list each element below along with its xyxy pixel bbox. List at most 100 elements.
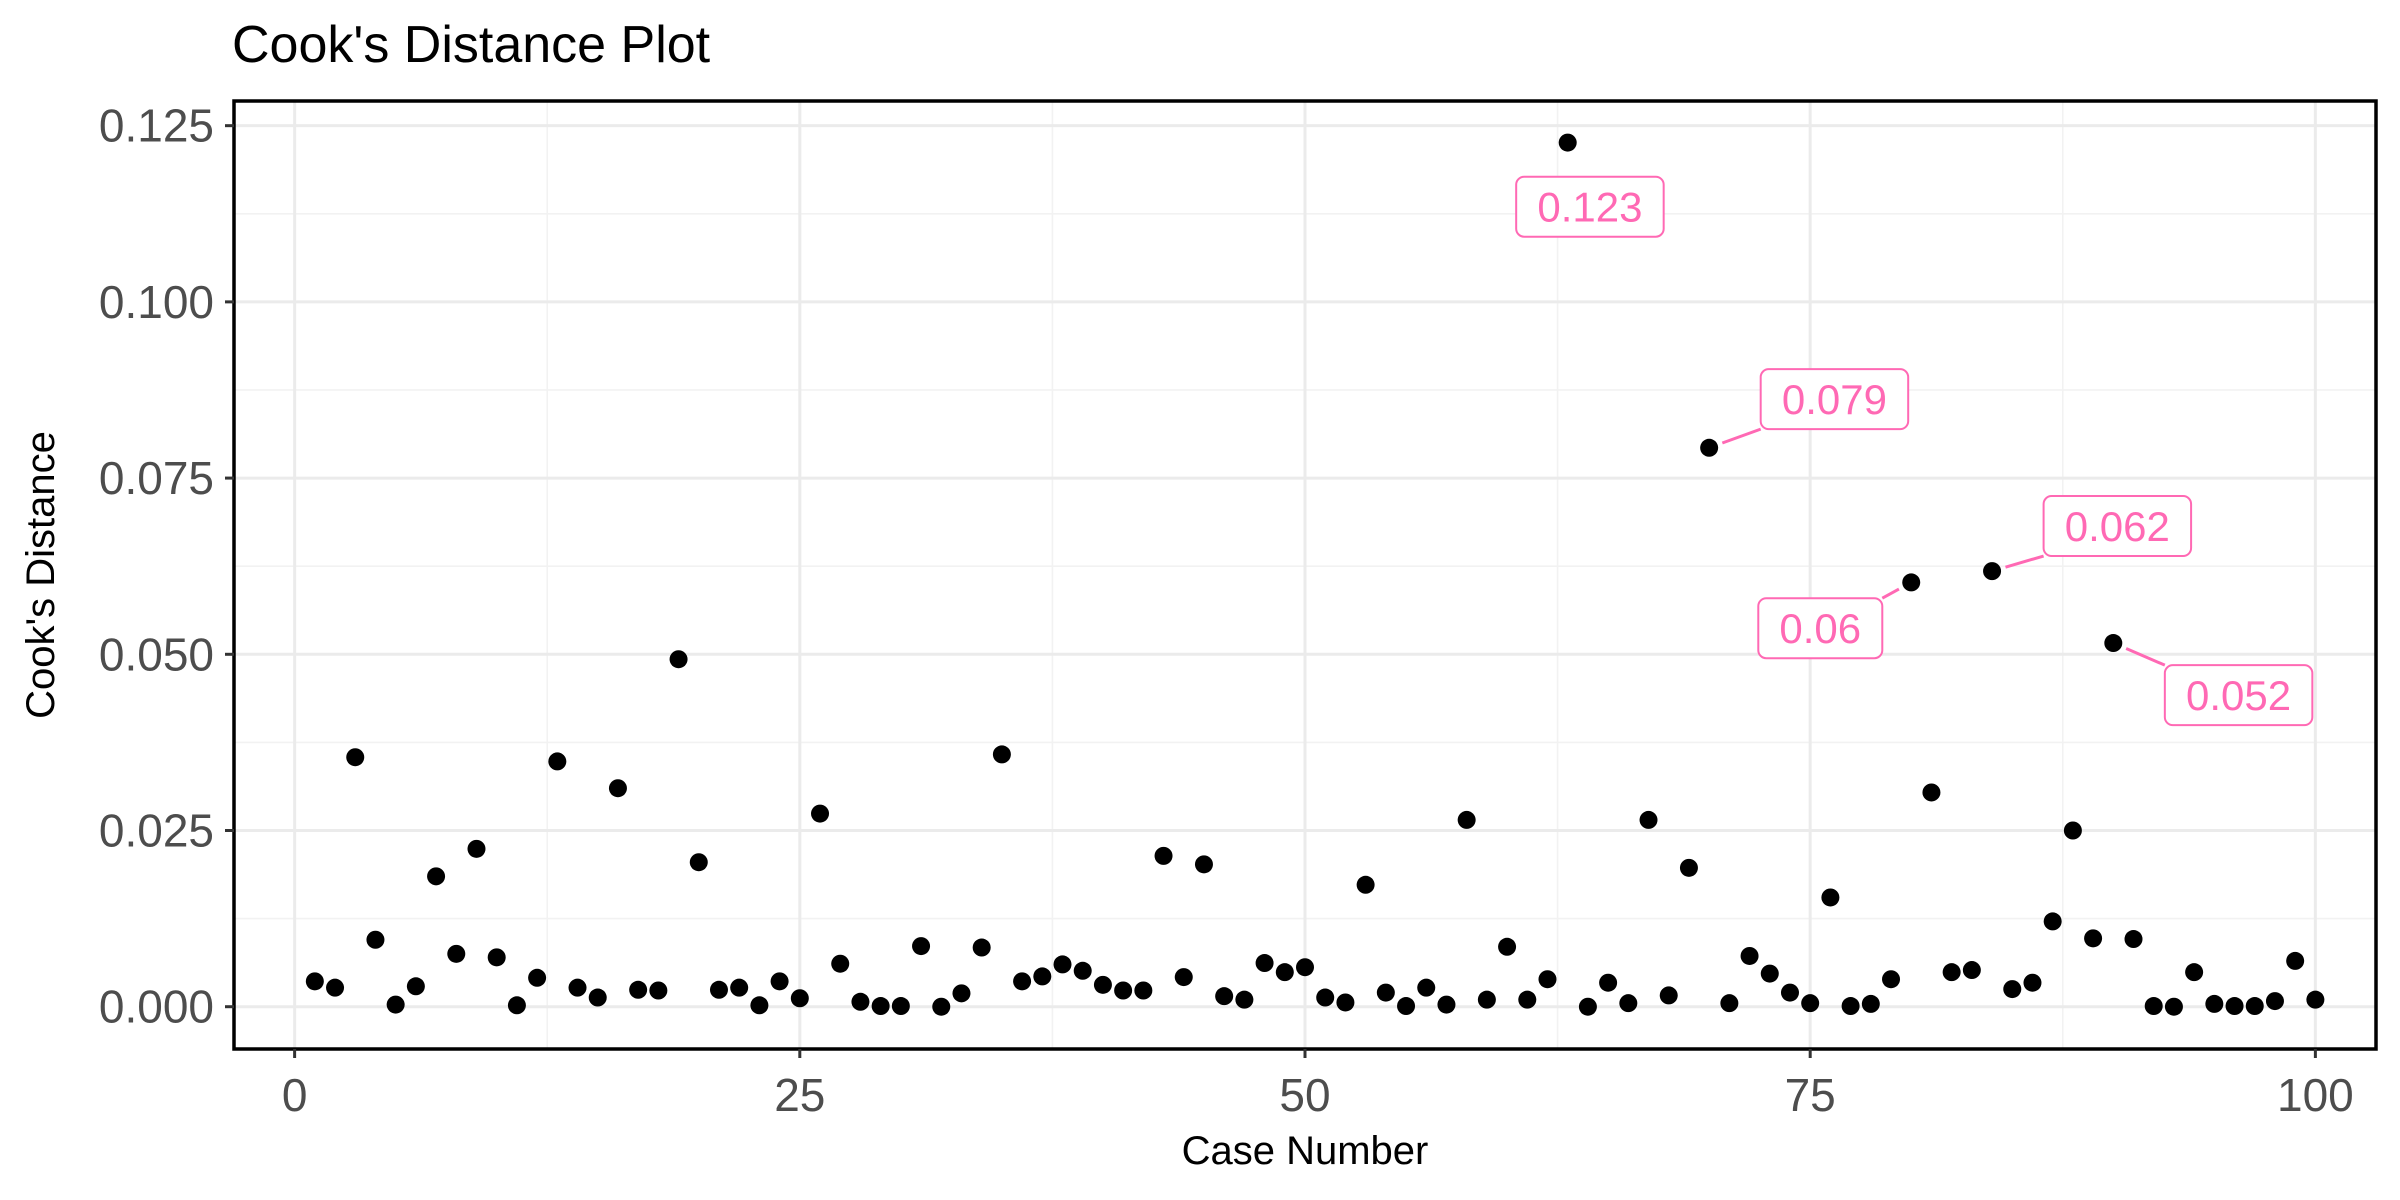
data-point xyxy=(1296,958,1314,977)
data-point xyxy=(507,996,526,1015)
data-point xyxy=(871,997,890,1016)
data-point xyxy=(972,938,991,957)
data-point xyxy=(1457,810,1476,829)
data-point xyxy=(1882,970,1901,989)
data-point xyxy=(709,980,728,999)
data-point xyxy=(548,752,567,771)
data-point xyxy=(1336,993,1355,1012)
data-point xyxy=(1397,997,1416,1016)
annotation-box xyxy=(1757,597,1884,660)
data-point xyxy=(2205,994,2224,1013)
data-point xyxy=(2063,821,2082,840)
annotation-connector xyxy=(2125,647,2166,667)
data-point xyxy=(750,996,769,1015)
annotation-connector xyxy=(2005,554,2045,569)
data-point xyxy=(790,989,809,1008)
data-point xyxy=(1194,855,1213,874)
x-tick-label: 0 xyxy=(282,1069,308,1121)
annotation-box xyxy=(1515,175,1665,238)
data-point xyxy=(1578,997,1597,1016)
grid xyxy=(234,101,2376,1049)
data-point xyxy=(811,804,830,823)
data-point xyxy=(2225,997,2244,1016)
data-point xyxy=(1700,438,1719,457)
annotation-box xyxy=(1759,368,1910,431)
data-point xyxy=(1780,983,1799,1002)
annotation-label: 0.06 xyxy=(1757,587,1900,660)
y-axis-ticks: 0.000 0.025 0.050 0.075 0.100 0.125 xyxy=(99,100,234,1033)
data-point xyxy=(2003,980,2022,999)
y-tick-label: 0.000 xyxy=(99,981,214,1033)
data-point xyxy=(912,937,931,956)
data-point xyxy=(467,839,486,858)
data-point xyxy=(1417,978,1436,997)
data-point xyxy=(1154,846,1173,865)
data-point xyxy=(326,978,345,997)
data-point xyxy=(1356,875,1375,894)
annotation-label: 0.123 xyxy=(1515,175,1665,238)
y-tick-label: 0.025 xyxy=(99,805,214,857)
data-point xyxy=(2185,963,2204,982)
data-point xyxy=(2245,997,2264,1016)
annotation-text: 0.079 xyxy=(1782,376,1887,423)
data-point xyxy=(831,954,850,973)
data-point xyxy=(2286,951,2305,970)
data-point xyxy=(366,930,385,949)
data-point xyxy=(730,978,749,997)
data-point xyxy=(649,981,668,1000)
annotation-label: 0.079 xyxy=(1721,368,1910,445)
data-point xyxy=(386,995,405,1014)
data-point xyxy=(2306,990,2325,1009)
data-point xyxy=(2164,997,2183,1016)
data-point xyxy=(1841,997,1860,1016)
data-point xyxy=(1902,573,1921,592)
data-point xyxy=(1093,975,1112,994)
data-point xyxy=(487,948,506,967)
data-point xyxy=(305,972,324,991)
data-point xyxy=(406,977,425,996)
data-point xyxy=(1376,983,1395,1002)
data-point xyxy=(2043,912,2062,931)
data-point xyxy=(669,650,688,669)
annotation-text: 0.062 xyxy=(2065,503,2170,550)
data-point xyxy=(1498,937,1517,956)
data-point xyxy=(1134,981,1153,1000)
x-tick-label: 100 xyxy=(2277,1069,2354,1121)
data-point xyxy=(2144,997,2163,1016)
data-point xyxy=(1922,783,1941,802)
y-tick-label: 0.125 xyxy=(99,100,214,152)
y-tick-label: 0.100 xyxy=(99,276,214,328)
data-point xyxy=(1316,988,1335,1007)
annotation-box xyxy=(2163,664,2314,727)
y-tick-label: 0.050 xyxy=(99,628,214,680)
data-point xyxy=(1215,987,1234,1006)
data-point xyxy=(1558,133,1577,152)
annotation-label: 0.062 xyxy=(2005,495,2193,569)
annotation-connector xyxy=(1881,587,1900,600)
data-point xyxy=(689,853,708,872)
data-point xyxy=(1518,990,1537,1009)
data-point xyxy=(1942,963,1961,982)
data-point xyxy=(1437,995,1456,1014)
data-point xyxy=(427,867,446,886)
data-point xyxy=(1659,986,1678,1005)
data-point xyxy=(588,988,607,1007)
data-point xyxy=(1073,961,1092,980)
data-point xyxy=(1599,973,1618,992)
data-point xyxy=(1679,858,1698,877)
data-point xyxy=(2124,930,2143,949)
data-point xyxy=(346,748,365,767)
data-points xyxy=(305,133,2325,1016)
data-point xyxy=(1053,955,1072,974)
data-point xyxy=(568,978,587,997)
data-point xyxy=(2104,634,2123,653)
data-point xyxy=(1235,990,1254,1009)
data-point xyxy=(2023,973,2042,992)
data-point xyxy=(1275,963,1294,982)
data-point xyxy=(447,944,466,963)
data-point xyxy=(770,972,789,991)
annotation-text: 0.06 xyxy=(1779,605,1861,652)
data-point xyxy=(608,779,627,798)
chart-title: Cook's Distance Plot xyxy=(232,16,711,74)
